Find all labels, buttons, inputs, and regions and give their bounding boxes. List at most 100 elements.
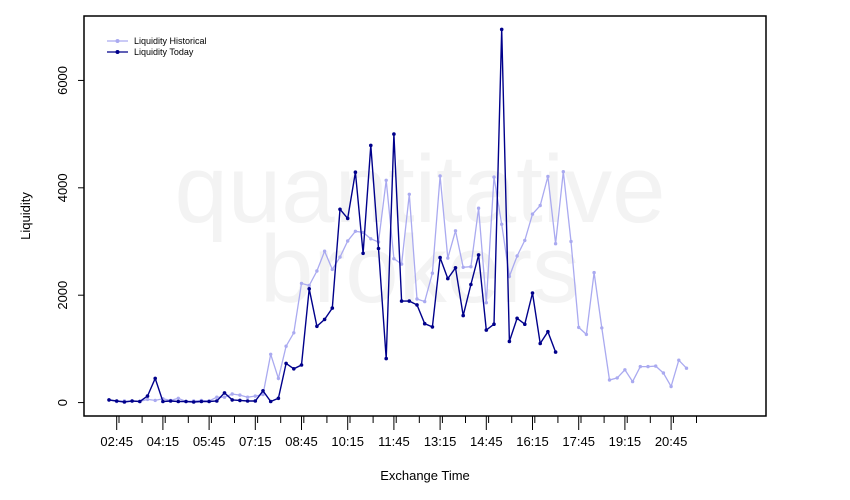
data-point-today <box>207 399 211 404</box>
data-point-historical <box>176 396 180 400</box>
data-point-historical <box>507 274 512 279</box>
data-point-today <box>553 350 558 354</box>
data-point-today <box>392 132 396 136</box>
data-point-today <box>276 396 281 401</box>
data-point-today <box>153 376 157 381</box>
data-point-historical <box>515 254 519 258</box>
legend-marker-historical <box>115 39 120 43</box>
data-point-historical <box>592 270 596 275</box>
data-point-today <box>299 363 304 367</box>
x-tick-label: 11:45 <box>378 434 410 449</box>
data-point-historical <box>369 237 373 241</box>
y-tick-label: 0 <box>55 399 70 406</box>
data-point-historical <box>638 364 642 369</box>
data-point-historical <box>530 212 535 216</box>
data-point-historical <box>561 170 565 174</box>
data-point-historical <box>230 392 234 396</box>
data-point-historical <box>276 376 281 381</box>
data-point-historical <box>438 174 442 178</box>
data-point-historical <box>353 229 358 233</box>
y-axis-label: Liquidity <box>18 192 33 240</box>
y-tick-label: 2000 <box>55 281 70 310</box>
data-point-historical <box>261 392 265 397</box>
data-point-today <box>369 143 373 148</box>
data-point-historical <box>446 256 450 260</box>
data-point-historical <box>222 395 227 399</box>
data-point-historical <box>330 267 334 272</box>
plot-frame <box>83 15 767 417</box>
data-point-historical <box>646 364 650 369</box>
data-point-today <box>530 291 535 295</box>
data-point-historical <box>215 395 219 399</box>
data-point-today <box>469 282 473 287</box>
data-point-historical <box>669 384 673 389</box>
data-point-today <box>315 324 319 329</box>
data-point-historical <box>415 297 419 301</box>
legend-entry-today: Liquidity Today <box>107 47 194 57</box>
data-point-today <box>492 322 496 327</box>
data-point-historical <box>553 242 558 246</box>
data-point-historical <box>600 326 604 330</box>
data-point-historical <box>292 331 296 335</box>
data-point-today <box>199 399 204 404</box>
x-tick-label: 08:45 <box>285 434 318 449</box>
data-point-historical <box>407 192 411 196</box>
data-point-historical <box>384 178 388 182</box>
data-point-today <box>161 399 165 404</box>
data-point-historical <box>630 379 635 384</box>
data-point-today <box>361 251 365 256</box>
data-point-historical <box>315 269 319 273</box>
data-point-today <box>546 329 550 334</box>
data-point-historical <box>476 206 481 210</box>
data-point-today <box>322 317 327 322</box>
data-point-today <box>438 255 442 260</box>
data-point-today <box>245 399 250 403</box>
data-point-today <box>376 246 381 251</box>
x-tick-label: 17:45 <box>562 434 595 449</box>
y-tick-label: 4000 <box>55 173 70 202</box>
data-point-today <box>130 399 134 403</box>
data-point-today <box>384 356 389 361</box>
data-point-historical <box>307 283 311 288</box>
x-tick-label: 07:15 <box>239 434 272 449</box>
x-tick-label: 10:15 <box>331 434 364 449</box>
data-point-historical <box>615 376 619 380</box>
data-point-today <box>268 399 273 404</box>
data-point-historical <box>299 281 304 286</box>
data-point-today <box>353 170 358 174</box>
data-point-historical <box>654 364 658 368</box>
data-point-historical <box>577 325 581 330</box>
data-point-today <box>515 316 519 321</box>
x-tick-label: 05:45 <box>193 434 226 449</box>
data-point-historical <box>245 395 250 399</box>
data-point-historical <box>269 352 273 356</box>
data-point-today <box>114 399 119 403</box>
data-point-today <box>523 322 527 327</box>
legend: Liquidity Historical Liquidity Today <box>107 36 207 57</box>
legend-marker-today <box>115 50 120 54</box>
data-point-historical <box>284 344 288 348</box>
x-tick-label: 16:15 <box>516 434 549 449</box>
watermark-line1: quantitative <box>174 136 665 243</box>
data-point-today <box>284 361 288 366</box>
data-point-today <box>107 398 111 402</box>
data-point-today <box>484 328 489 332</box>
data-point-today <box>338 207 342 212</box>
data-point-historical <box>484 301 488 305</box>
data-point-today <box>222 391 227 395</box>
data-point-today <box>330 306 335 310</box>
data-point-historical <box>607 378 612 382</box>
data-point-historical <box>623 368 627 372</box>
legend-label-today: Liquidity Today <box>134 47 194 57</box>
series-line-historical <box>108 171 687 403</box>
data-point-today <box>292 367 296 371</box>
data-point-historical <box>423 299 427 304</box>
series-today <box>107 27 558 404</box>
data-point-today <box>345 216 350 221</box>
data-point-today <box>399 299 404 303</box>
data-point-today <box>446 276 450 281</box>
data-point-historical <box>430 271 435 275</box>
x-tick-label: 04:15 <box>147 434 180 449</box>
data-point-today <box>453 266 458 270</box>
